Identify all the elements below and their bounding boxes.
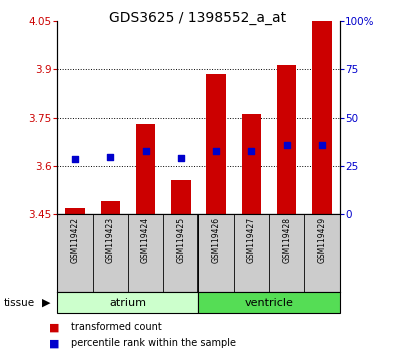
Text: GSM119425: GSM119425 <box>176 217 185 263</box>
Bar <box>65 208 85 214</box>
Bar <box>100 201 120 214</box>
Bar <box>312 21 332 214</box>
Point <box>107 154 113 160</box>
Text: percentile rank within the sample: percentile rank within the sample <box>71 338 236 348</box>
Point <box>319 142 325 148</box>
Text: transformed count: transformed count <box>71 322 162 332</box>
Text: tissue: tissue <box>4 298 35 308</box>
Text: GSM119427: GSM119427 <box>247 217 256 263</box>
Text: ■: ■ <box>49 322 60 332</box>
Text: ventricle: ventricle <box>245 298 293 308</box>
Point <box>72 156 78 161</box>
Bar <box>199 292 340 313</box>
Bar <box>277 65 297 214</box>
Bar <box>207 74 226 214</box>
Text: atrium: atrium <box>109 298 147 308</box>
Text: GSM119424: GSM119424 <box>141 217 150 263</box>
Text: GSM119423: GSM119423 <box>106 217 115 263</box>
Bar <box>242 114 261 214</box>
Bar <box>57 292 199 313</box>
Point <box>178 155 184 161</box>
Text: ▶: ▶ <box>42 298 51 308</box>
Bar <box>171 181 190 214</box>
Point <box>142 148 149 153</box>
Text: GDS3625 / 1398552_a_at: GDS3625 / 1398552_a_at <box>109 11 286 25</box>
Point <box>284 142 290 148</box>
Text: GSM119428: GSM119428 <box>282 217 291 263</box>
Point <box>248 148 255 153</box>
Text: GSM119429: GSM119429 <box>318 217 327 263</box>
Point <box>213 148 219 153</box>
Bar <box>136 124 155 214</box>
Text: GSM119426: GSM119426 <box>212 217 221 263</box>
Text: ■: ■ <box>49 338 60 348</box>
Text: GSM119422: GSM119422 <box>70 217 79 263</box>
